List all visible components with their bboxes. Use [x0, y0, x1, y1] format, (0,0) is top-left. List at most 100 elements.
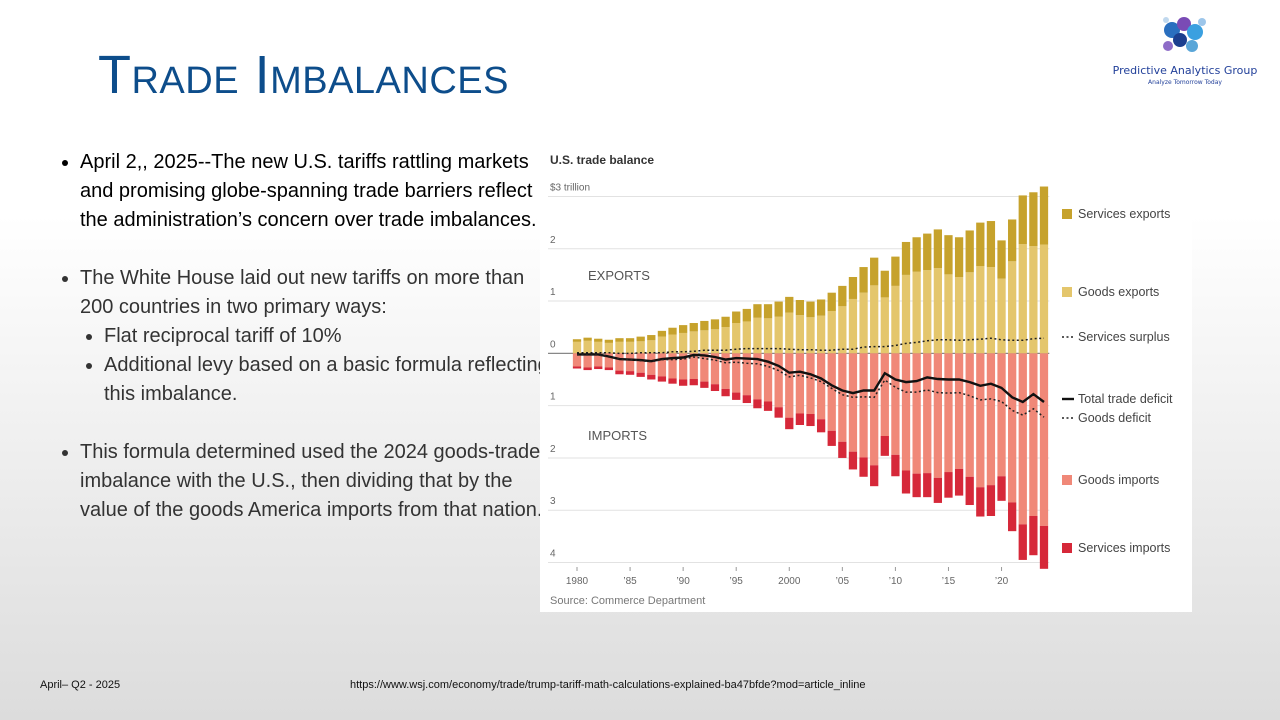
bar-segment — [732, 353, 741, 393]
legend-label: Services exports — [1078, 207, 1170, 221]
bar-segment — [859, 267, 868, 293]
bar-segment — [689, 378, 698, 386]
bar-segment — [785, 353, 794, 418]
bar-segment — [923, 473, 932, 498]
bar-segment — [615, 370, 624, 375]
bar-segment — [912, 473, 921, 498]
bar-segment — [912, 353, 921, 474]
bullet-text: April 2,, 2025--The new U.S. tariffs rat… — [80, 151, 537, 231]
bar-segment — [795, 300, 805, 316]
bar-segment — [976, 487, 985, 517]
bar-segment — [933, 268, 942, 354]
bar-segment — [1039, 244, 1049, 354]
bar-segment — [891, 353, 900, 455]
bar-segment — [689, 331, 698, 354]
y-tick-label: 2 — [550, 235, 556, 246]
bar-segment — [1018, 353, 1027, 525]
bar-segment — [732, 392, 741, 400]
bar-segment — [901, 470, 911, 494]
bar-segment — [954, 468, 964, 496]
bar-segment — [912, 237, 921, 272]
bar-segment — [986, 267, 996, 354]
bar-segment — [816, 353, 826, 420]
bar-segment — [1039, 525, 1049, 569]
y-tick-label: 1 — [550, 287, 556, 298]
bar-segment — [710, 319, 720, 330]
legend-swatch — [1062, 209, 1072, 219]
bar-segment — [901, 353, 911, 471]
logo-mark — [1163, 17, 1206, 52]
bar-segment — [859, 353, 868, 458]
bar-segment — [848, 276, 858, 299]
bar-segment — [795, 413, 805, 425]
bullet-list: April 2,, 2025--The new U.S. tariffs rat… — [56, 148, 560, 554]
bar-segment — [700, 320, 709, 331]
bar-segment — [742, 395, 751, 404]
bar-segment — [604, 353, 613, 368]
bar-segment — [806, 301, 815, 318]
bar-segment — [647, 335, 656, 341]
bar-segment — [753, 304, 762, 318]
bar-segment — [721, 327, 730, 354]
bar-segment — [965, 230, 974, 273]
bar-segment — [763, 318, 773, 354]
bar-segment — [753, 353, 762, 400]
sub-list: Flat reciprocal tariff of 10% Additional … — [80, 322, 560, 409]
bar-segment — [870, 465, 879, 487]
bar-segment — [944, 235, 953, 275]
bar-segment — [572, 341, 582, 354]
bar-segment — [657, 376, 667, 382]
bar-segment — [838, 285, 847, 307]
legend-label: Services imports — [1078, 541, 1170, 555]
bar-segment — [657, 336, 667, 354]
chart-source: Source: Commerce Department — [550, 595, 705, 607]
bar-segment — [806, 353, 815, 415]
bar-segment — [880, 297, 889, 354]
bar-segment — [954, 276, 964, 354]
bar-segment — [625, 353, 635, 372]
bar-segment — [594, 338, 603, 342]
bar-segment — [880, 435, 889, 456]
bar-segment — [700, 353, 709, 382]
bar-segment — [636, 336, 645, 342]
logo-dots — [1163, 17, 1206, 52]
annotation: IMPORTS — [588, 428, 647, 443]
bar-segment — [891, 285, 900, 354]
bar-segment — [668, 334, 677, 354]
bar-segment — [965, 353, 974, 477]
bar-segment — [891, 256, 900, 286]
bar-segment — [647, 374, 656, 380]
bar-segment — [668, 378, 677, 384]
bar-segment — [986, 485, 996, 516]
bar-segment — [933, 229, 942, 269]
x-tick-label: 2000 — [778, 576, 801, 587]
series-line — [577, 354, 1045, 418]
y-tick-label: 0 — [550, 339, 556, 350]
bar-segment — [986, 353, 996, 486]
bar-segment — [923, 353, 932, 474]
series-line — [577, 337, 1045, 355]
bar-segment — [816, 419, 826, 433]
bar-segment — [838, 306, 847, 354]
bar-segment — [827, 310, 836, 354]
chart: U.S. trade balance Source: Commerce Depar… — [540, 140, 1192, 612]
legend-label: Goods exports — [1078, 285, 1159, 299]
x-tick-label: ’10 — [889, 576, 903, 587]
logo-name: Predictive Analytics Group — [1112, 64, 1258, 77]
bar-segment — [870, 353, 879, 466]
bar-segment — [795, 315, 805, 354]
bar-segment — [923, 270, 932, 354]
bar-segment — [625, 341, 635, 354]
legend-label: Goods imports — [1078, 473, 1159, 487]
bar-segment — [657, 330, 667, 337]
bar-segment — [700, 381, 709, 388]
bar-segment — [636, 341, 645, 354]
bar-segment — [721, 316, 730, 328]
bar-segment — [774, 353, 783, 408]
bar-segment — [679, 325, 688, 333]
bar-segment — [997, 353, 1006, 477]
bar-segment — [689, 353, 698, 379]
bar-segment — [753, 399, 762, 409]
sub-bullet: Additional levy based on a basic formula… — [104, 351, 560, 409]
bar-segment — [923, 233, 932, 271]
